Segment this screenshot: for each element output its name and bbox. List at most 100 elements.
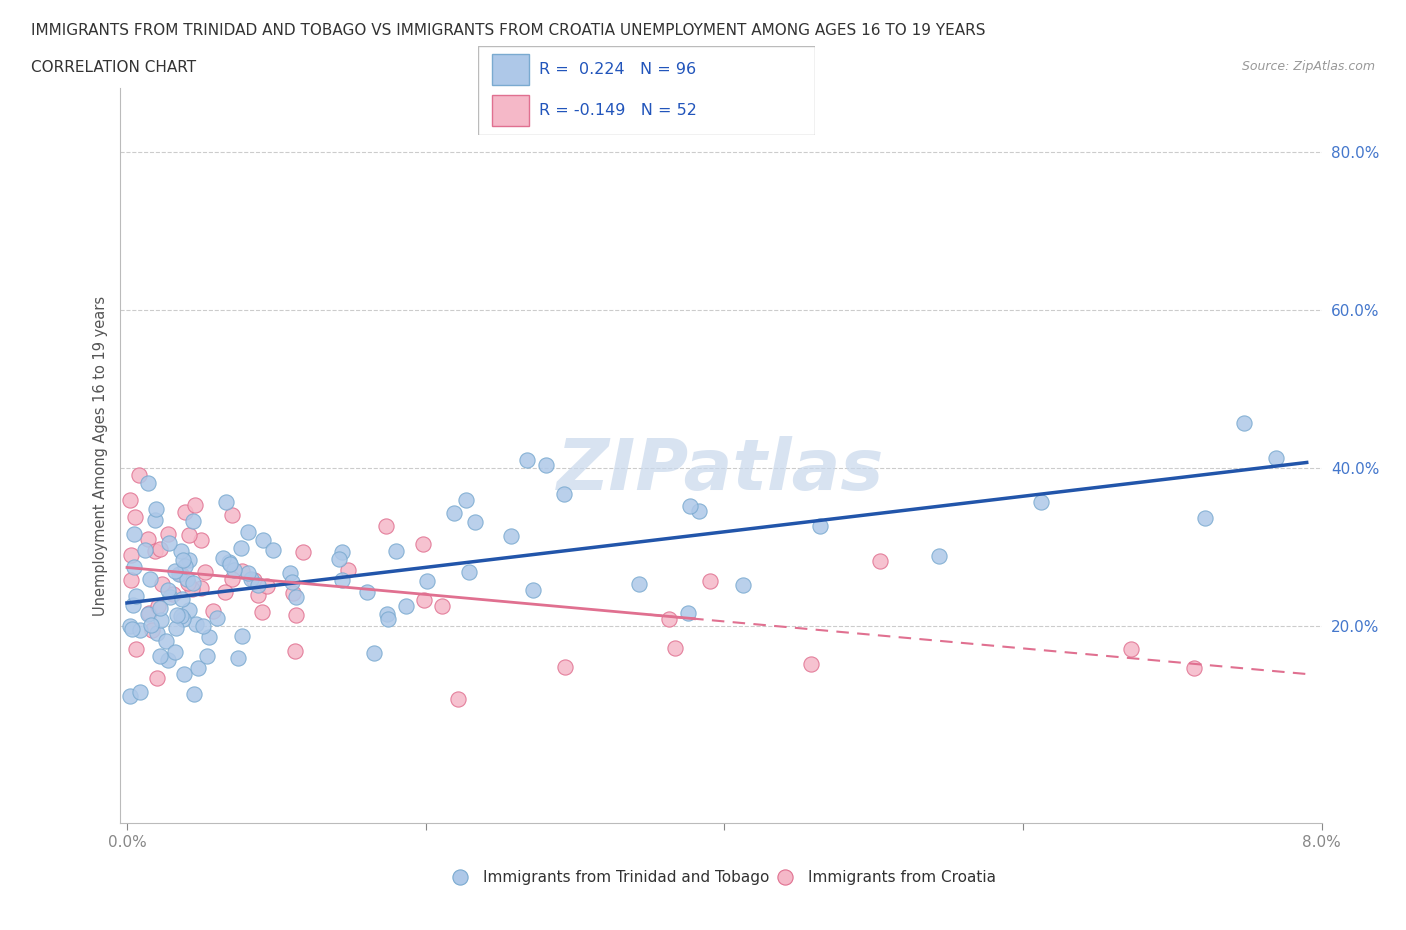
- Point: [458, 565, 481, 579]
- Point: [146, 626, 169, 641]
- Point: [799, 657, 821, 671]
- Text: R = -0.149   N = 52: R = -0.149 N = 52: [538, 102, 696, 117]
- Point: [173, 667, 195, 682]
- Point: [136, 606, 159, 621]
- Point: [229, 541, 252, 556]
- Point: [773, 870, 796, 884]
- Point: [172, 552, 194, 567]
- Point: [808, 518, 831, 533]
- Point: [218, 554, 240, 569]
- Point: [356, 584, 378, 599]
- Point: [157, 536, 180, 551]
- Point: [676, 606, 699, 621]
- Point: [221, 572, 243, 587]
- Point: [170, 543, 193, 558]
- Point: [247, 578, 270, 593]
- Point: [145, 501, 167, 516]
- Point: [554, 659, 576, 674]
- Point: [240, 572, 263, 587]
- Point: [170, 608, 193, 623]
- Point: [330, 544, 353, 559]
- Point: [337, 563, 360, 578]
- Point: [177, 576, 200, 591]
- Point: [412, 592, 434, 607]
- Text: Immigrants from Trinidad and Tobago: Immigrants from Trinidad and Tobago: [484, 870, 769, 884]
- Point: [193, 565, 215, 579]
- Point: [733, 578, 755, 592]
- Point: [516, 452, 538, 467]
- Point: [174, 559, 197, 574]
- Point: [118, 618, 141, 633]
- Point: [176, 572, 198, 587]
- Point: [121, 621, 143, 636]
- Point: [124, 510, 146, 525]
- Point: [281, 575, 304, 590]
- Point: [118, 688, 141, 703]
- Point: [375, 606, 398, 621]
- Text: Source: ZipAtlas.com: Source: ZipAtlas.com: [1241, 60, 1375, 73]
- Point: [166, 607, 188, 622]
- Point: [138, 605, 160, 620]
- Point: [205, 611, 228, 626]
- Point: [122, 560, 145, 575]
- Point: [262, 543, 284, 558]
- Point: [214, 585, 236, 600]
- Point: [236, 565, 259, 580]
- Point: [215, 495, 238, 510]
- Point: [384, 544, 406, 559]
- Point: [120, 573, 142, 588]
- Point: [285, 590, 308, 604]
- Point: [1232, 416, 1254, 431]
- Point: [688, 503, 710, 518]
- Point: [1184, 661, 1206, 676]
- Point: [122, 527, 145, 542]
- Point: [150, 577, 173, 591]
- Point: [143, 512, 166, 527]
- Point: [363, 645, 385, 660]
- Point: [139, 572, 162, 587]
- Point: [1194, 511, 1216, 525]
- Point: [284, 608, 307, 623]
- Point: [191, 618, 214, 633]
- Point: [120, 548, 142, 563]
- Point: [1119, 642, 1142, 657]
- Point: [128, 468, 150, 483]
- Point: [375, 519, 398, 534]
- Point: [284, 644, 307, 658]
- FancyBboxPatch shape: [492, 55, 529, 86]
- Point: [162, 586, 184, 601]
- Point: [250, 604, 273, 619]
- Point: [330, 572, 353, 587]
- Point: [177, 552, 200, 567]
- Point: [238, 525, 260, 539]
- Point: [256, 578, 278, 593]
- Point: [499, 528, 522, 543]
- Point: [180, 581, 202, 596]
- Point: [149, 542, 172, 557]
- Point: [627, 577, 650, 591]
- Point: [143, 543, 166, 558]
- Point: [167, 567, 190, 582]
- Point: [553, 486, 575, 501]
- Point: [122, 598, 145, 613]
- Point: [221, 508, 243, 523]
- Point: [454, 493, 477, 508]
- Point: [464, 515, 486, 530]
- FancyBboxPatch shape: [478, 46, 815, 135]
- Point: [278, 566, 301, 581]
- Text: Immigrants from Croatia: Immigrants from Croatia: [807, 870, 995, 884]
- Point: [179, 603, 201, 618]
- Point: [443, 506, 465, 521]
- Point: [664, 641, 686, 656]
- Text: CORRELATION CHART: CORRELATION CHART: [31, 60, 195, 75]
- Point: [447, 692, 470, 707]
- Point: [190, 532, 212, 547]
- Point: [190, 580, 212, 595]
- Point: [170, 566, 193, 581]
- Point: [141, 623, 163, 638]
- Y-axis label: Unemployment Among Ages 16 to 19 years: Unemployment Among Ages 16 to 19 years: [93, 296, 108, 616]
- Point: [291, 545, 314, 560]
- Point: [183, 513, 205, 528]
- Point: [177, 528, 200, 543]
- Point: [155, 633, 177, 648]
